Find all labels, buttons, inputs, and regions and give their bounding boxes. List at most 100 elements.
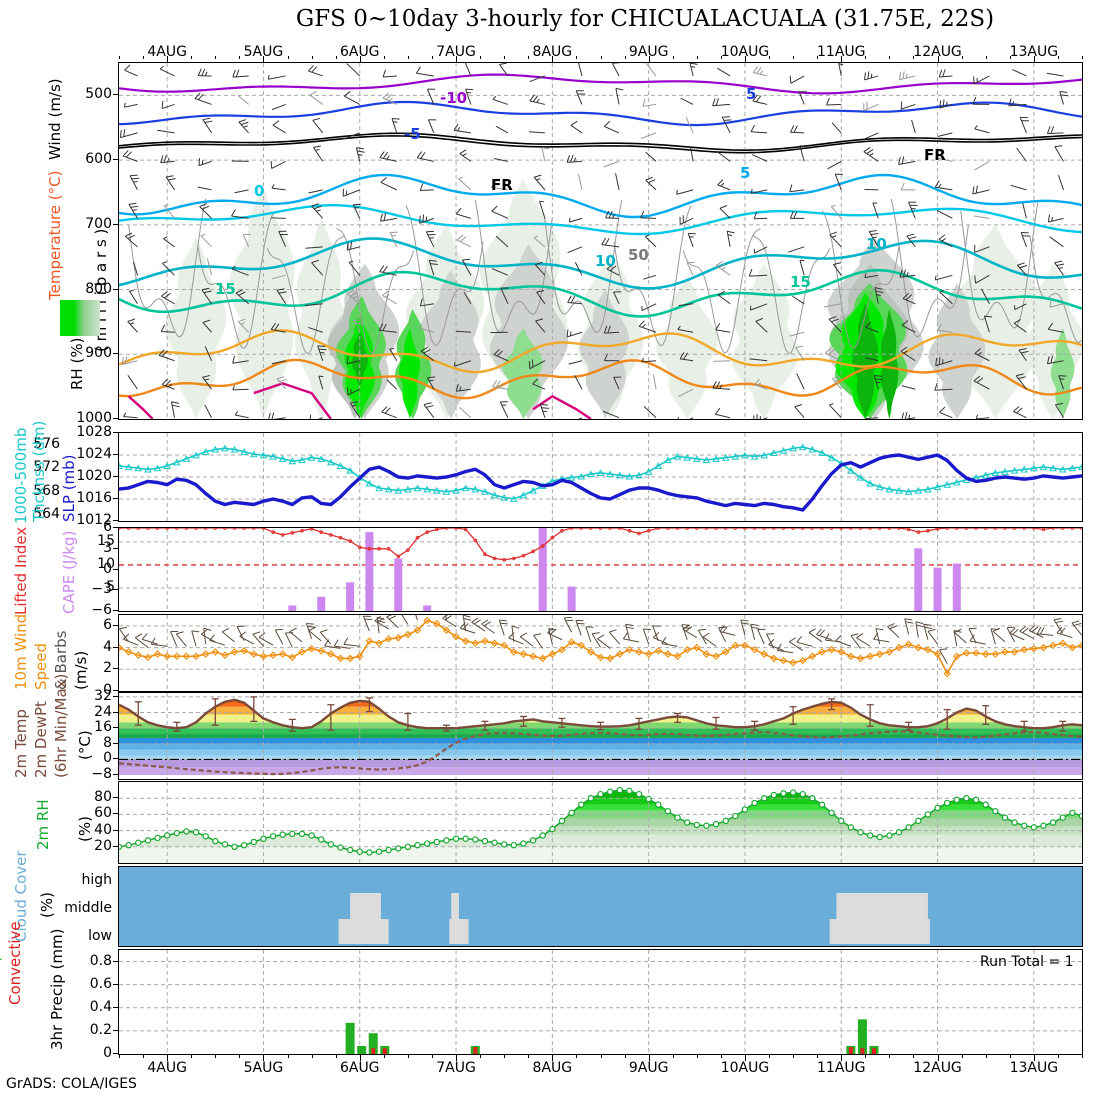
time-tick [1009,1055,1011,1058]
thickness-tick-label: 568 [33,482,60,499]
time-tick [913,1055,915,1058]
time-tick [263,1055,265,1061]
tick-mark [113,1029,118,1031]
tick-mark [113,960,118,962]
time-tick [793,1055,795,1058]
cape-lifted-index-panel [118,527,1083,612]
time-axis-label: 4AUG [147,44,187,60]
tick-mark [113,418,118,419]
time-tick [552,1055,554,1061]
time-tick [528,1055,530,1058]
time-tick [119,56,120,59]
tick-mark [113,668,118,670]
wind-tick-label: 4 [103,638,112,655]
wind-tick-label: 2 [103,660,112,677]
time-axis-label: 12AUG [913,44,962,60]
time-tick [456,1055,458,1061]
time-tick [311,56,313,59]
time-tick [744,1055,746,1061]
upper-air-y-label-wind: Wind (m/s) [46,78,64,160]
time-axis-label: 6AUG [339,44,380,60]
thickness-tick-label: 576 [33,435,60,452]
pressure-tick-label: 900 [85,345,112,362]
contour-label: 50 [628,246,649,264]
time-tick [504,1055,506,1058]
time-axis-label: 13AUG [1009,1060,1059,1076]
time-tick [889,1055,891,1058]
time-tick [480,1055,482,1058]
cape-tick-label: 15 [97,532,115,549]
time-tick [841,1055,843,1061]
time-tick [167,1055,169,1061]
time-axis-label: 4AUG [147,1060,187,1076]
tick-mark [113,695,118,697]
temp-tick-label: 0 [103,750,112,767]
contour-label: FR [491,176,513,194]
time-tick [1009,56,1011,59]
pressure-tick-label: 700 [85,215,112,232]
time-axis-label: 9AUG [628,44,669,60]
time-tick [744,56,746,62]
time-tick [672,1055,674,1058]
contour-label: -10 [440,89,467,107]
cape-tick-label: 5 [106,578,115,595]
lifted-index-tick-label: 3 [103,539,112,556]
time-tick [576,1055,578,1058]
tick-mark [113,94,118,96]
slp-thickness-panel [118,432,1083,522]
time-axis-label: 7AUG [436,1060,476,1076]
time-tick [624,1055,626,1058]
cape-tick-label: 10 [97,555,115,572]
time-tick [287,56,289,59]
time-axis-label: 12AUG [913,1060,962,1076]
time-tick [143,56,145,59]
time-tick [456,56,458,62]
time-tick [311,1055,313,1058]
tick-mark [113,758,118,760]
time-tick [937,56,939,62]
time-tick [480,56,482,59]
tick-mark [113,797,118,799]
time-tick [359,56,361,62]
time-tick [119,1055,120,1058]
time-tick [985,1055,987,1058]
time-tick [985,56,987,59]
time-axis-label: 5AUG [243,1060,284,1076]
time-tick [383,1055,385,1058]
cloud-cover-units: (%) [38,892,56,918]
time-axis-label: 10AUG [720,44,770,60]
time-tick [383,56,385,59]
tick-mark [113,813,118,815]
time-tick [215,1055,217,1058]
time-tick [648,56,650,62]
time-axis-label: 13AUG [1009,44,1059,60]
time-tick [648,1055,650,1061]
rh-tick-label: 60 [94,805,112,822]
rh-2m-units: (%) [76,816,94,842]
cloud-level-label: middle [64,900,112,916]
slp-tick-label: 1012 [76,512,112,528]
time-tick [528,56,530,59]
time-tick [600,1055,602,1058]
dewpt-2m-label: 2m DewPt [32,701,50,778]
tick-mark [113,353,118,355]
time-tick [961,56,963,59]
tick-mark [113,711,118,713]
tick-mark [113,498,118,499]
temp-2m-minmax-label: (6hr Min/Max) [52,673,70,778]
lifted-index-y-label: Lifted Index [12,526,30,615]
time-axis-label: 5AUG [243,44,284,60]
time-tick [672,56,674,59]
pressure-tick-label: 500 [85,86,112,103]
time-tick [191,1055,193,1058]
lifted-index-tick-label: −3 [91,581,112,598]
slp-tick-label: 1020 [76,468,112,484]
tick-mark [113,610,118,611]
tick-mark [113,568,118,570]
pressure-tick-label: 1000 [76,410,112,426]
wind-tick-label: 0 [103,682,112,698]
cape-y-label: CAPE (J/kg) [60,530,78,614]
tick-mark [113,624,118,626]
time-tick [696,56,698,59]
contour-label: 15 [215,280,236,298]
